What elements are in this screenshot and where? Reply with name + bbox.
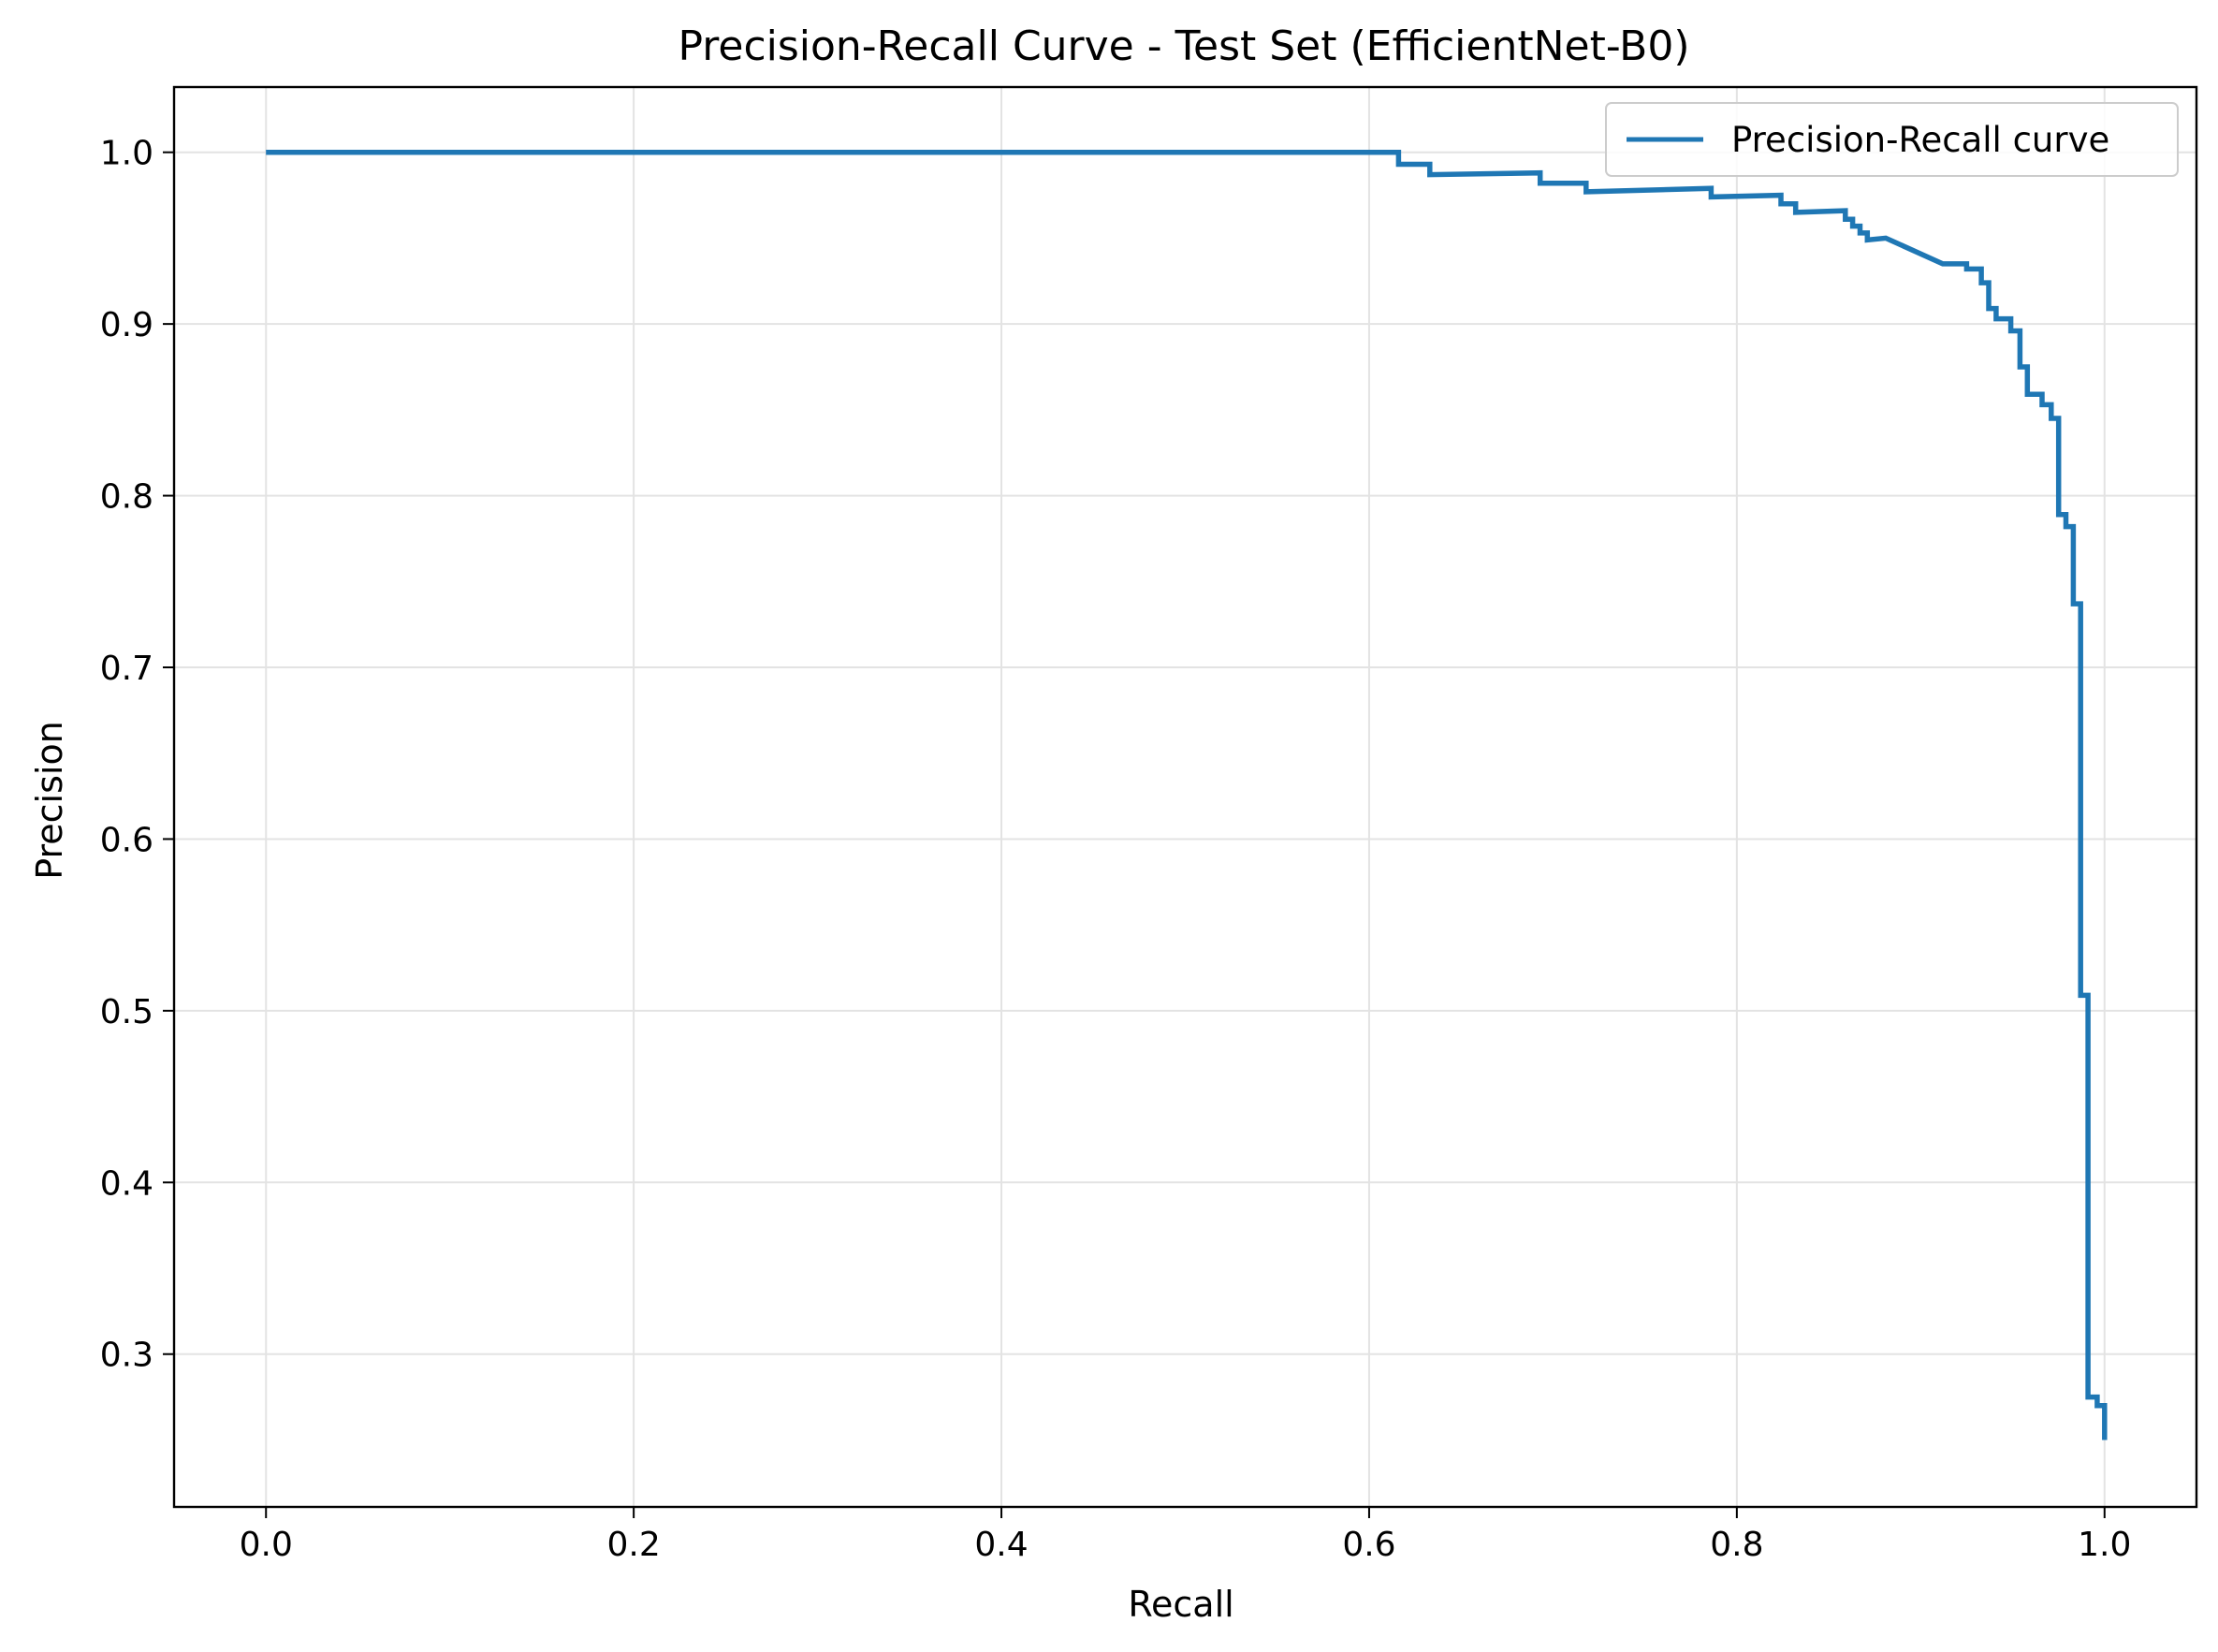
x-tick-label: 1.0 [2078, 1526, 2131, 1564]
y-tick-label: 0.8 [100, 478, 153, 517]
x-axis-label: Recall [1128, 1584, 1233, 1625]
x-tick-label: 0.2 [607, 1526, 661, 1564]
legend: Precision-Recall curve [1605, 102, 2179, 177]
y-tick-label: 0.6 [100, 821, 153, 859]
y-tick-label: 0.7 [100, 650, 153, 688]
grid-layer [174, 87, 2196, 1507]
plot-layer [266, 149, 2108, 1440]
y-tick-label: 0.9 [100, 306, 153, 344]
x-tick-label: 0.8 [1710, 1526, 1763, 1564]
x-tick-label: 0.0 [240, 1526, 293, 1564]
chart-title: Precision-Recall Curve - Test Set (Effic… [678, 22, 1689, 70]
pr-curve-line [266, 149, 2108, 1440]
y-axis-label: Precision [29, 721, 70, 880]
y-tick-label: 0.3 [100, 1337, 153, 1375]
axes-frame [172, 85, 2198, 1509]
legend-box [1605, 102, 2179, 177]
x-tick-label: 0.6 [1342, 1526, 1395, 1564]
y-tick-label: 1.0 [100, 135, 153, 173]
x-tick-label: 0.4 [974, 1526, 1028, 1564]
y-tick-label: 0.5 [100, 993, 153, 1031]
y-tick-label: 0.4 [100, 1164, 153, 1203]
tick-layer: 0.0 0.2 0.4 0.6 0.8 1.0 0.3 0.4 0.5 0.6 0.7 0.8 0.9 1… [100, 135, 2132, 1564]
legend-label: Precision-Recall curve [1731, 120, 2109, 160]
